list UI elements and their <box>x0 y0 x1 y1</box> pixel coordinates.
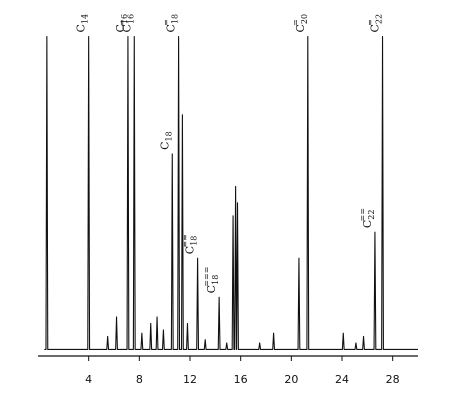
peak-label-text: C16= <box>117 14 135 33</box>
x-tick-label: 20 <box>284 373 298 386</box>
peak-label-carbon: C <box>75 24 88 32</box>
peak-label-unsaturation: = <box>291 19 300 26</box>
peak-labels: C14C16C16=C18C18=C18==C18===C20=C22==C22… <box>75 14 384 293</box>
peak-label-text: C22== <box>358 208 376 228</box>
peak-label-c18ee: C18== <box>181 234 199 254</box>
peak-label-text: C14 <box>75 14 90 33</box>
peak-label-chain-length: 20 <box>300 14 309 24</box>
peak-label-text: C18== <box>181 234 199 254</box>
peak-label-chain-length: 18 <box>171 14 180 24</box>
x-tick-label: 4 <box>85 373 92 386</box>
peak-label-chain-length: 22 <box>375 14 384 24</box>
peak-label-chain-length: 22 <box>367 210 376 220</box>
peak-label-c16: C16 <box>114 14 129 33</box>
peak-label-chain-length: 16 <box>126 14 135 24</box>
peak-label-unsaturation: == <box>358 208 367 221</box>
peak-label-unsaturation: = <box>117 19 126 26</box>
peak-label-text: C18= <box>162 14 180 33</box>
peak-label-c14: C14 <box>75 14 90 33</box>
peak-label-carbon: C <box>184 246 197 254</box>
peak-label-text: C18=== <box>202 267 220 294</box>
peak-label-text: C22= <box>366 14 384 33</box>
peak-label-unsaturation: === <box>202 267 211 287</box>
peak-label-chain-length: 16 <box>120 14 129 24</box>
x-axis: 4 8 12 16 20 24 28 <box>38 355 418 386</box>
peak-label-carbon: C <box>205 285 218 293</box>
peak-label-carbon: C <box>361 220 374 228</box>
peak-label-chain-length: 18 <box>190 236 199 246</box>
x-tick-label: 12 <box>183 373 197 386</box>
peak-label-carbon: C <box>165 24 178 32</box>
peak-label-text: C20= <box>291 14 309 33</box>
peak-label-c18: C18 <box>158 131 173 150</box>
x-tick-label: 16 <box>234 373 248 386</box>
peak-label-text: C16 <box>114 14 129 33</box>
peak-label-chain-length: 18 <box>211 275 220 285</box>
peak-label-c16e: C16= <box>117 14 135 33</box>
peak-label-c20e: C20= <box>291 14 309 33</box>
x-tick-label: 8 <box>136 373 143 386</box>
x-tick-label: 28 <box>386 373 400 386</box>
peak-label-carbon: C <box>120 24 133 32</box>
peak-label-c22e: C22= <box>366 14 384 33</box>
chromatogram-trace-group <box>44 35 418 351</box>
peak-label-unsaturation: = <box>366 19 375 26</box>
peak-label-c18e: C18= <box>162 14 180 33</box>
peak-label-unsaturation: == <box>181 234 190 247</box>
peak-label-carbon: C <box>369 24 382 32</box>
peak-label-carbon: C <box>294 24 307 32</box>
peak-label-chain-length: 14 <box>81 14 90 24</box>
peak-label-carbon: C <box>114 24 127 32</box>
peak-label-chain-length: 18 <box>164 131 173 141</box>
peak-label-c18eee: C18=== <box>202 267 220 294</box>
peak-label-unsaturation: = <box>162 19 171 26</box>
peak-label-carbon: C <box>158 141 171 149</box>
peak-label-c22ee: C22== <box>358 208 376 228</box>
x-tick-label: 24 <box>335 373 349 386</box>
peak-label-text: C18 <box>158 131 173 150</box>
chromatogram-trace <box>44 35 418 351</box>
